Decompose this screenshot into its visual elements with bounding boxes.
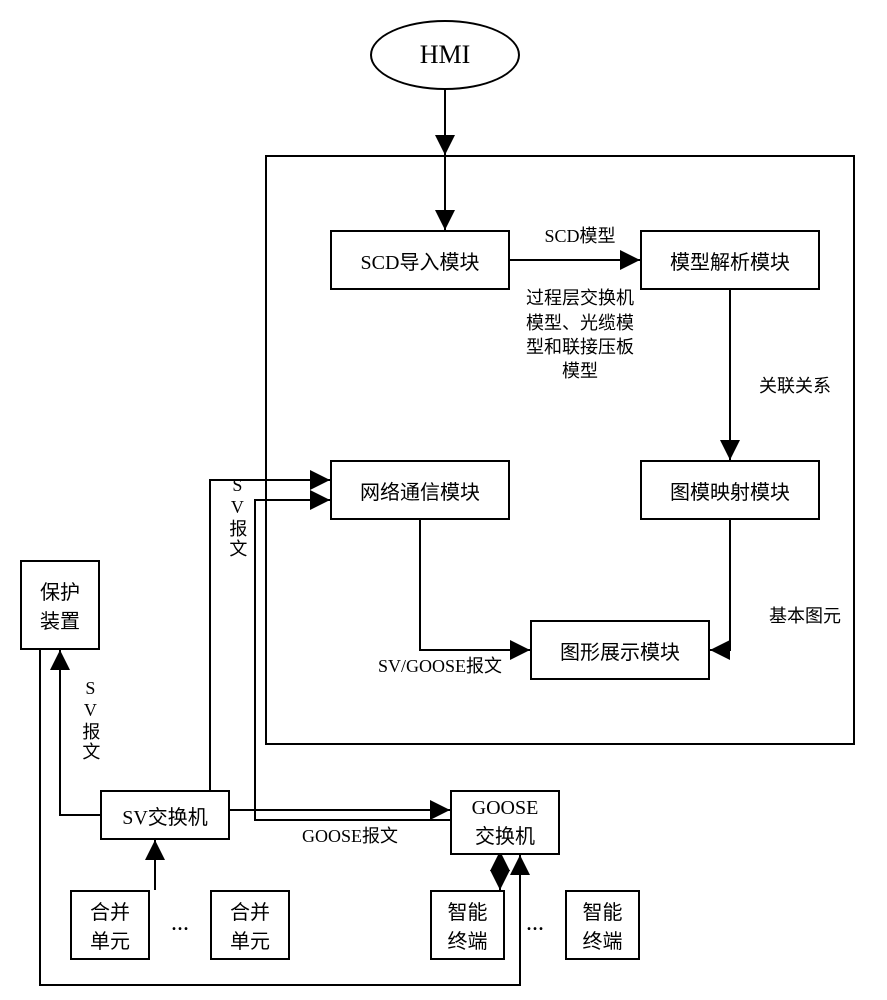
scd-desc-label: 过程层交换机 模型、光缆模 型和联接压板 模型 [515,262,645,383]
diagram-canvas: HMI SCD导入模块 模型解析模块 网络通信模块 图模映射模块 图形展示模块 … [0,0,887,1000]
basic-shape-label: 基本图元 [760,605,850,628]
goose-switch-label: GOOSE 交换机 [472,797,539,849]
smart2-label: 智能 终端 [583,896,623,954]
protect-label: 保护 装置 [40,576,80,634]
hmi-node: HMI [370,20,520,90]
merge2-label: 合并 单元 [230,896,270,954]
map-model-label: 图模映射模块 [670,476,790,505]
map-model-node: 图模映射模块 [640,460,820,520]
smart-terminal-2: 智能 终端 [565,890,640,960]
goose-msg-label: GOOSE报文 [290,825,410,848]
sv-switch-label: SV交换机 [122,801,208,830]
model-parse-label: 模型解析模块 [670,246,790,275]
sv-goose-label: SV/GOOSE报文 [355,655,525,678]
net-comm-label: 网络通信模块 [360,476,480,505]
merge-unit-1: 合并 单元 [70,890,150,960]
merge-unit-2: 合并 单元 [210,890,290,960]
hmi-label: HMI [420,40,471,70]
scd-import-label: SCD导入模块 [361,246,480,275]
model-parse-node: 模型解析模块 [640,230,820,290]
sv-msg-1-label: SV报文 [225,475,248,565]
protect-device-node: 保护 装置 [20,560,100,650]
goose-switch-node: GOOSE 交换机 [450,790,560,855]
scd-model-label: SCD模型 [520,225,640,248]
dots-1: ... [160,908,200,939]
display-label: 图形展示模块 [560,636,680,665]
relation-label: 关联关系 [745,375,845,398]
merge1-label: 合并 单元 [90,896,130,954]
sv-msg-2-label: SV报文 [78,678,101,768]
sv-switch-node: SV交换机 [100,790,230,840]
display-node: 图形展示模块 [530,620,710,680]
scd-import-node: SCD导入模块 [330,230,510,290]
smart1-label: 智能 终端 [448,896,488,954]
net-comm-node: 网络通信模块 [330,460,510,520]
smart-terminal-1: 智能 终端 [430,890,505,960]
dots-2: ... [515,908,555,939]
